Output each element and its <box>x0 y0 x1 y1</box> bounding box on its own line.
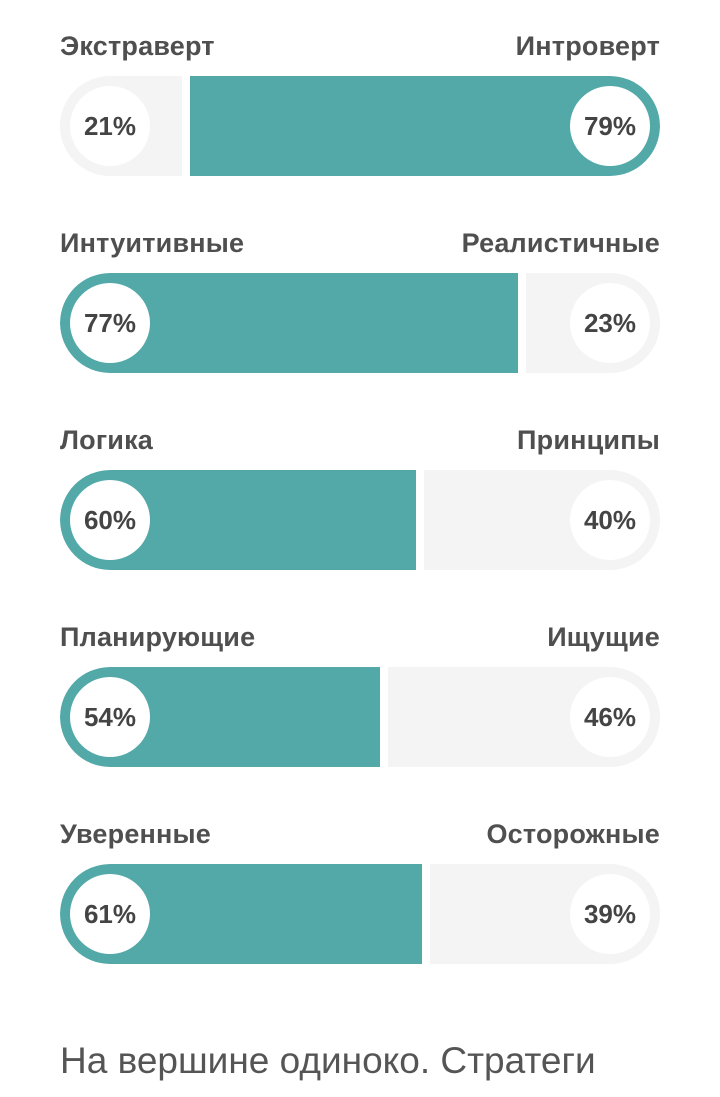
trait-right-percent: 40% <box>570 480 650 560</box>
trait-labels: Планирующие Ищущие <box>60 619 660 655</box>
trait-left-percent: 60% <box>70 480 150 560</box>
trait-left-label: Логика <box>60 424 154 455</box>
trait-right-label: Принципы <box>517 424 660 455</box>
trait-bar-separator <box>380 667 388 767</box>
trait-labels: Логика Принципы <box>60 422 660 458</box>
trait-left-label: Уверенные <box>60 818 212 849</box>
trait-labels: Уверенные Осторожные <box>60 816 660 852</box>
trait-bar-separator <box>422 864 430 964</box>
trait-left-percent: 77% <box>70 283 150 363</box>
trait-left-label: Экстраверт <box>60 30 215 61</box>
trait-bar-separator <box>182 76 190 176</box>
trait-row-extraversion: Экстраверт Интроверт 21% 79% <box>60 0 660 180</box>
trait-row-thinking: Логика Принципы 60% 40% <box>60 394 660 574</box>
trait-row-judging: Планирующие Ищущие 54% 46% <box>60 591 660 771</box>
trait-labels: Экстраверт Интроверт <box>60 28 660 64</box>
trait-right-percent: 46% <box>570 677 650 757</box>
trait-left-label: Интуитивные <box>60 227 245 258</box>
trait-right-label: Осторожные <box>486 818 660 849</box>
trait-right-label: Интроверт <box>515 30 660 61</box>
trait-row-intuition: Интуитивные Реалистичные 77% 23% <box>60 197 660 377</box>
trait-bar: 60% 40% <box>60 470 660 570</box>
trait-left-percent: 21% <box>70 86 150 166</box>
trait-left-percent: 61% <box>70 874 150 954</box>
trait-right-percent: 79% <box>570 86 650 166</box>
trait-row-assertive: Уверенные Осторожные 61% 39% <box>60 788 660 968</box>
trait-bar-separator <box>416 470 424 570</box>
trait-right-percent: 23% <box>570 283 650 363</box>
trait-bar: 77% 23% <box>60 273 660 373</box>
trait-labels: Интуитивные Реалистичные <box>60 225 660 261</box>
trait-right-percent: 39% <box>570 874 650 954</box>
trait-bar-separator <box>518 273 526 373</box>
trait-right-label: Ищущие <box>547 621 660 652</box>
trait-left-label: Планирующие <box>60 621 256 652</box>
trait-bar: 21% 79% <box>60 76 660 176</box>
trait-left-percent: 54% <box>70 677 150 757</box>
trait-bar: 61% 39% <box>60 864 660 964</box>
trait-bar: 54% 46% <box>60 667 660 767</box>
trait-right-label: Реалистичные <box>461 227 660 258</box>
description-text: На вершине одиноко. Стратеги <box>60 1040 596 1081</box>
